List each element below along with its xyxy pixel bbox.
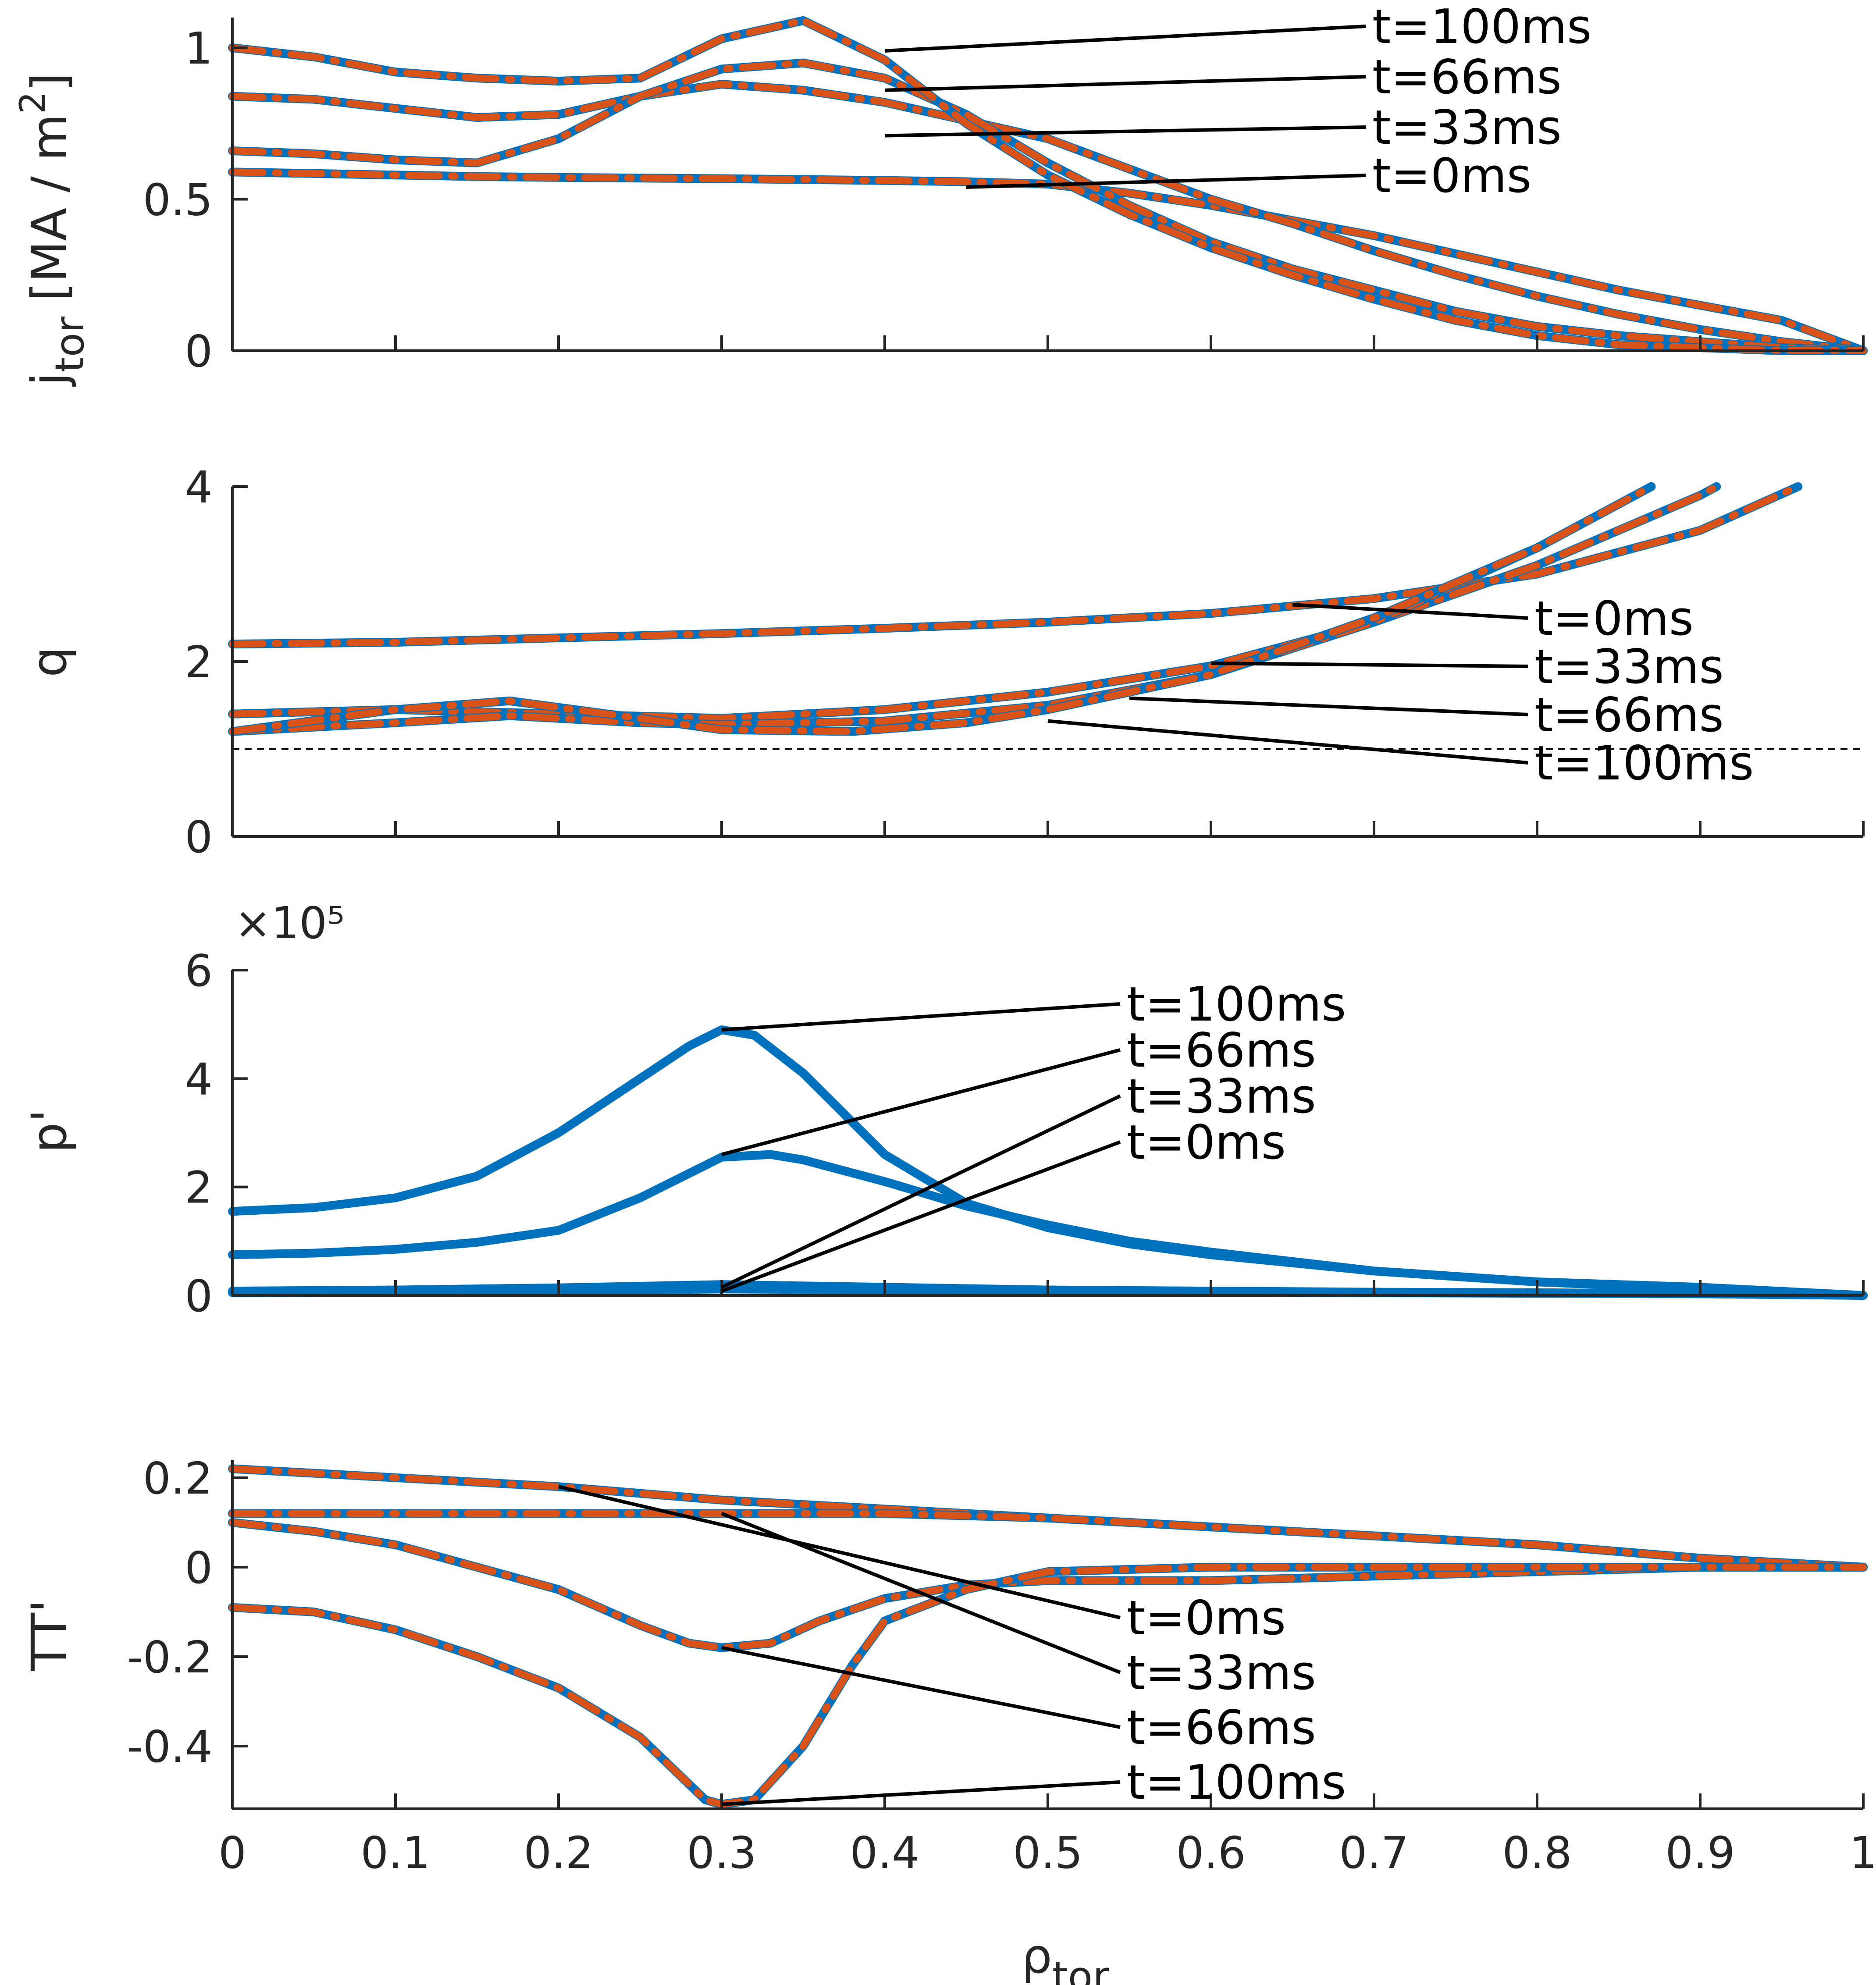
- x-tick-label: 1: [1849, 1827, 1876, 1878]
- annotation-label: t=33ms: [1372, 100, 1562, 155]
- x-tick-label: 0.8: [1502, 1827, 1572, 1878]
- annotation-label: t=100ms: [1127, 977, 1346, 1032]
- annotation-leader: [721, 1002, 1121, 1032]
- y-tick-label: 4: [185, 462, 213, 513]
- y-tick-label: -0.2: [127, 1632, 213, 1683]
- panel-ff-prime: -0.4 -0.2 0 0.2 0 0.1 0.2 0.3 0.4 0.5 0.6 0.7 0.8 0.9…: [21, 1453, 1876, 1985]
- annotation-label: t=33ms: [1127, 1069, 1316, 1124]
- series-t-100ms-overlay: [229, 1563, 1867, 1808]
- annotation-label: t=100ms: [1534, 736, 1754, 791]
- annotation-leader: [966, 174, 1366, 189]
- x-tick-label: 0.2: [523, 1827, 593, 1878]
- y-tick-label: -0.4: [127, 1721, 213, 1772]
- annotation-leader: [1129, 696, 1528, 716]
- series-t-33ms-line: [228, 80, 1868, 355]
- series-t-100ms-line: [228, 1025, 1868, 1300]
- annotation-label: t=33ms: [1534, 640, 1724, 694]
- series-t-33ms-overlay: [229, 80, 1867, 354]
- series-t-66ms-line: [228, 482, 1656, 736]
- y-tick-label: 2: [185, 637, 213, 688]
- annotation-leader: [558, 1485, 1121, 1619]
- series-t-66ms-overlay: [229, 59, 1867, 354]
- annotation-leader: [721, 1140, 1121, 1293]
- y-axis-label: TT': [21, 1600, 77, 1672]
- y-tick-label: 0.2: [143, 1453, 213, 1504]
- y-tick-label: 1: [185, 23, 213, 74]
- annotation-label: t=33ms: [1127, 1646, 1316, 1700]
- annotation-label: t=0ms: [1372, 149, 1531, 203]
- annotation-leader: [721, 1646, 1121, 1729]
- annotation-leader: [884, 75, 1366, 92]
- y-axis-label: q: [21, 647, 77, 677]
- y-axis-label: jtor [MA / m2]: [12, 73, 93, 387]
- y-tick-label: 4: [185, 1053, 213, 1105]
- series-t-33ms-line: [228, 1509, 1868, 1572]
- series-t-33ms-overlay: [229, 1510, 1867, 1571]
- annotation-label: t=66ms: [1127, 1023, 1316, 1078]
- annotation-label: t=100ms: [1127, 1755, 1346, 1810]
- annotation-label: t=0ms: [1534, 591, 1694, 646]
- y-tick-label: 0: [185, 811, 213, 863]
- annotation-label: t=0ms: [1127, 1115, 1286, 1170]
- series-t-33ms-line: [228, 482, 1721, 723]
- annotation-leader: [884, 125, 1366, 138]
- series-t-66ms-overlay: [229, 483, 1655, 735]
- annotation-label: t=66ms: [1372, 50, 1562, 105]
- series-t-0ms-line: [228, 167, 1868, 355]
- series-t-100ms-overlay: [229, 483, 1655, 735]
- y-tick-label: 0: [185, 326, 213, 377]
- exponent-label: ×10⁵: [235, 897, 345, 949]
- annotation-leader: [721, 1094, 1121, 1289]
- annotation-leader: [721, 1512, 1121, 1674]
- annotation-leader: [721, 1048, 1121, 1156]
- x-tick-label: 0.3: [687, 1827, 756, 1878]
- x-tick-label: 0.6: [1176, 1827, 1246, 1878]
- x-axis-label: ρtor: [1022, 1928, 1109, 1985]
- x-tick-label: 0.4: [850, 1827, 919, 1878]
- annotation-leader: [721, 1780, 1121, 1806]
- x-tick-label: 0.7: [1339, 1827, 1409, 1878]
- annotation-label: t=66ms: [1127, 1700, 1316, 1755]
- y-tick-label: 0: [185, 1270, 213, 1322]
- panel-current-density: 0 0.5 1 jtor [MA / m2] t=100mst=66mst=33mst=…: [12, 0, 1868, 387]
- annotation-label: t=100ms: [1372, 0, 1591, 54]
- x-tick-label: 0.1: [360, 1827, 430, 1878]
- series-t-100ms-line: [228, 16, 1868, 355]
- series-t-100ms-line: [228, 482, 1656, 736]
- annotation-leader: [1292, 603, 1528, 620]
- series-t-66ms-line: [228, 58, 1868, 355]
- x-tick-label: 0.9: [1665, 1827, 1735, 1878]
- y-tick-label: 2: [185, 1162, 213, 1213]
- annotation-leader: [1210, 661, 1528, 668]
- y-tick-label: 6: [185, 945, 213, 996]
- series-t-0ms-overlay: [229, 168, 1867, 354]
- annotation-leader: [1047, 719, 1528, 765]
- series-t-66ms-overlay: [229, 1519, 1867, 1651]
- annotation-label: t=0ms: [1127, 1591, 1286, 1646]
- series-t-33ms-overlay: [229, 483, 1720, 722]
- x-tick-label: 0.5: [1013, 1827, 1082, 1878]
- y-tick-label: 0.5: [143, 174, 213, 226]
- annotation-label: t=66ms: [1534, 688, 1724, 743]
- series-t-66ms-line: [228, 1518, 1868, 1652]
- series-t-100ms-line: [228, 1562, 1868, 1809]
- y-tick-label: 0: [185, 1542, 213, 1594]
- x-tick-label: 0: [218, 1827, 246, 1878]
- y-axis-label: p': [21, 1109, 77, 1153]
- series-t-0ms-overlay: [229, 483, 1802, 648]
- annotation-leader: [884, 25, 1366, 53]
